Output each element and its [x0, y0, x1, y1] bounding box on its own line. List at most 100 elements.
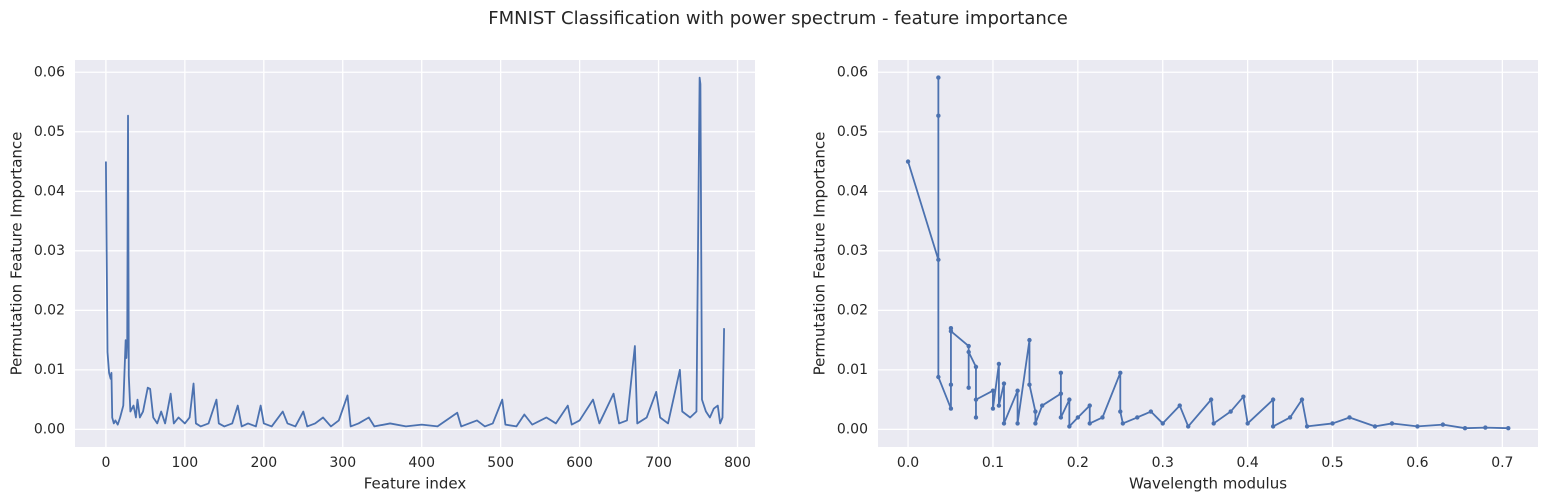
- data-point: [1087, 403, 1092, 408]
- data-point: [973, 397, 979, 402]
- data-point: [1067, 397, 1072, 402]
- data-point: [1058, 370, 1064, 376]
- data-point: [936, 75, 941, 80]
- data-point: [996, 403, 1002, 408]
- data-point: [1177, 403, 1182, 408]
- data-point: [1067, 424, 1072, 429]
- data-point: [1208, 397, 1214, 402]
- y-axis-label: Permutation Feature Importance: [811, 132, 829, 376]
- data-point: [1245, 421, 1250, 426]
- data-point: [1075, 415, 1081, 420]
- data-point: [990, 388, 996, 393]
- data-point: [1389, 421, 1395, 426]
- data-point: [990, 406, 996, 411]
- data-point: [1027, 337, 1032, 343]
- data-point: [1270, 397, 1276, 402]
- data-point: [1228, 409, 1233, 414]
- data-point: [1033, 409, 1038, 414]
- plot-area: [878, 60, 1538, 447]
- data-line: [907, 76, 1509, 430]
- data-point: [973, 415, 979, 420]
- y-tick-label: 0.06: [837, 64, 868, 80]
- data-point: [1287, 415, 1293, 420]
- plot-area: [75, 60, 755, 447]
- data-line: [105, 76, 725, 428]
- x-tick-label: 0.5: [1321, 455, 1343, 471]
- data-point: [996, 361, 1002, 367]
- data-point: [905, 159, 911, 164]
- data-point: [936, 374, 941, 380]
- x-tick-label: 0.3: [1152, 455, 1174, 471]
- data-point: [973, 364, 979, 370]
- data-point: [1160, 421, 1165, 426]
- data-point: [1462, 425, 1468, 431]
- data-point: [948, 328, 954, 334]
- data-point: [1027, 382, 1032, 387]
- data-point: [1100, 415, 1105, 420]
- x-tick-label: 400: [408, 455, 435, 471]
- data-point: [1299, 397, 1305, 402]
- data-point: [1058, 415, 1064, 420]
- data-point: [1148, 409, 1154, 414]
- data-point: [1001, 421, 1007, 426]
- data-point: [1118, 409, 1123, 414]
- y-tick-label: 0.02: [34, 302, 65, 318]
- data-point: [1330, 421, 1335, 426]
- data-point: [966, 349, 971, 355]
- x-tick-label: 700: [645, 455, 672, 471]
- x-tick-label: 0.6: [1406, 455, 1428, 471]
- data-point: [1304, 424, 1310, 429]
- x-tick-label: 200: [250, 455, 277, 471]
- data-point: [1015, 421, 1020, 426]
- data-point: [1347, 415, 1352, 420]
- data-point: [1241, 394, 1246, 399]
- y-tick-label: 0.03: [34, 243, 65, 259]
- data-point: [1039, 403, 1045, 408]
- y-axis-label: Permutation Feature Importance: [8, 132, 26, 376]
- y-tick-label: 0.02: [837, 302, 868, 318]
- y-tick-label: 0.03: [837, 243, 868, 259]
- data-point: [1118, 370, 1123, 376]
- y-tick-label: 0.00: [837, 421, 868, 437]
- data-point: [966, 343, 971, 349]
- data-point: [1120, 421, 1126, 426]
- x-tick-label: 0.1: [982, 455, 1004, 471]
- y-tick-label: 0.06: [34, 64, 65, 80]
- data-point: [1135, 415, 1140, 420]
- data-point: [1372, 424, 1378, 429]
- y-tick-label: 0.01: [34, 362, 65, 378]
- data-point: [936, 257, 941, 262]
- data-point: [1440, 422, 1446, 427]
- x-axis-label: Feature index: [364, 475, 467, 493]
- data-point: [1211, 421, 1216, 426]
- data-point: [1087, 421, 1092, 426]
- x-tick-label: 0: [101, 455, 110, 471]
- x-tick-label: 800: [724, 455, 751, 471]
- data-point: [948, 382, 954, 387]
- figure-title: FMNIST Classification with power spectru…: [488, 8, 1068, 29]
- y-tick-label: 0.01: [837, 362, 868, 378]
- x-tick-label: 0.4: [1237, 455, 1259, 471]
- data-point: [966, 385, 971, 390]
- data-point: [936, 113, 941, 118]
- data-point: [1270, 424, 1276, 429]
- data-point: [1033, 421, 1038, 426]
- data-point: [1483, 425, 1488, 430]
- data-point: [1506, 425, 1511, 431]
- y-tick-label: 0.04: [34, 183, 65, 199]
- x-tick-label: 500: [487, 455, 514, 471]
- x-axis-label: Wavelength modulus: [1129, 475, 1287, 493]
- data-point: [1001, 381, 1007, 386]
- y-tick-label: 0.05: [34, 124, 65, 140]
- y-tick-label: 0.04: [837, 183, 868, 199]
- data-point: [948, 406, 954, 411]
- x-tick-label: 0.0: [897, 455, 919, 471]
- data-point: [1058, 391, 1064, 396]
- data-point: [1186, 424, 1191, 429]
- x-tick-label: 100: [171, 455, 198, 471]
- x-tick-label: 600: [566, 455, 593, 471]
- y-tick-label: 0.00: [34, 421, 65, 437]
- y-tick-label: 0.05: [837, 124, 868, 140]
